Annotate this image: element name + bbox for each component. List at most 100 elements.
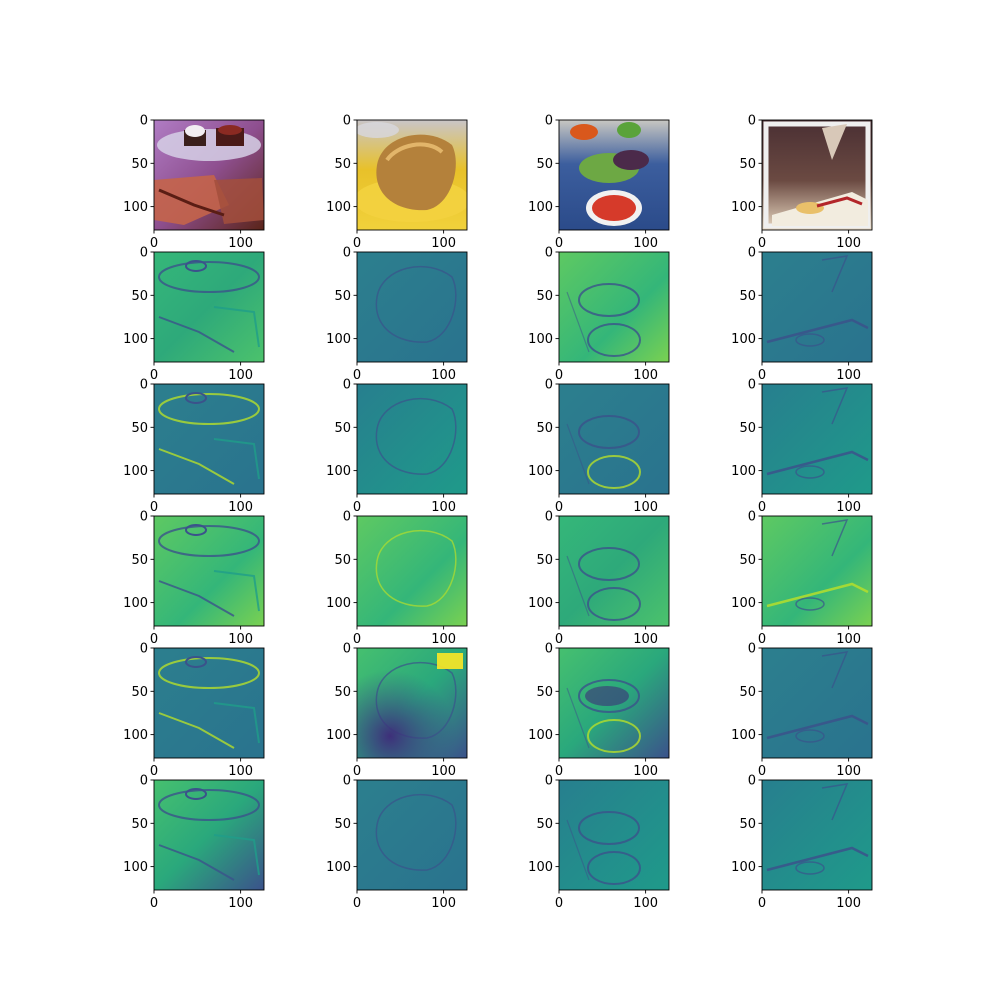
x-tick-label: 0: [758, 764, 766, 779]
x-tick-label: 0: [555, 764, 563, 779]
axes-frame: [558, 383, 670, 495]
photo-1: [154, 120, 264, 230]
feature-map-r5-c2: [357, 780, 467, 890]
axes-frame: [356, 119, 468, 231]
y-tick-label: 50: [536, 685, 553, 700]
subplot-r1-c1: 0 50 100 0 100: [123, 114, 265, 251]
y-tick-label: 0: [343, 510, 351, 525]
y-tick-label: 50: [536, 157, 553, 172]
x-tick-label: 100: [633, 500, 658, 515]
x-tick-label: 0: [353, 896, 361, 911]
subplot-r3-c3: 0 50 100 0 100: [528, 378, 670, 515]
y-tick-label: 50: [131, 289, 148, 304]
axes-frame: [356, 647, 468, 759]
photo-2: [357, 120, 467, 230]
axes-frame: [153, 251, 265, 363]
x-tick-label: 0: [353, 368, 361, 383]
x-tick-label: 0: [555, 368, 563, 383]
x-tick-label: 100: [633, 764, 658, 779]
x-tick-label: 0: [758, 500, 766, 515]
y-tick-label: 50: [739, 553, 756, 568]
x-tick-label: 100: [633, 632, 658, 647]
y-tick-label: 0: [343, 114, 351, 129]
axes-frame: [558, 647, 670, 759]
x-tick-label: 100: [836, 764, 861, 779]
x-tick-label: 0: [150, 368, 158, 383]
feature-map-r2-c4: [762, 384, 872, 494]
feature-map-r4-c2: [357, 648, 467, 758]
feature-map-r3-c4: [762, 516, 872, 626]
x-tick-label: 100: [228, 764, 253, 779]
y-tick-label: 100: [326, 464, 351, 479]
y-tick-label: 50: [536, 289, 553, 304]
x-tick-label: 100: [228, 896, 253, 911]
y-tick-label: 0: [343, 774, 351, 789]
y-tick-label: 0: [343, 642, 351, 657]
axes-frame: [761, 383, 873, 495]
axes-frame: [761, 515, 873, 627]
subplot-r2-c1: 0 50 100 0 100: [123, 246, 265, 383]
y-tick-label: 100: [123, 860, 148, 875]
y-tick-label: 50: [131, 685, 148, 700]
y-tick-label: 0: [140, 114, 148, 129]
y-tick-label: 50: [536, 817, 553, 832]
y-tick-label: 100: [326, 332, 351, 347]
axes-frame: [153, 119, 265, 231]
feature-map-r2-c1: [154, 384, 264, 494]
x-tick-label: 100: [633, 896, 658, 911]
subplot-r2-c4: 0 50 100 0 100: [731, 246, 873, 383]
x-tick-label: 100: [836, 896, 861, 911]
subplot-r5-c4: 0 50 100 0 100: [731, 642, 873, 779]
photo-4: [762, 120, 872, 230]
y-tick-label: 100: [528, 200, 553, 215]
axes-frame: [153, 383, 265, 495]
y-tick-label: 100: [326, 860, 351, 875]
y-tick-label: 0: [343, 378, 351, 393]
x-tick-label: 100: [633, 236, 658, 251]
x-tick-label: 100: [836, 236, 861, 251]
feature-map-r5-c4: [762, 780, 872, 890]
axes-frame: [558, 251, 670, 363]
y-tick-label: 0: [140, 246, 148, 261]
x-tick-label: 100: [431, 236, 456, 251]
y-tick-label: 100: [528, 728, 553, 743]
y-tick-label: 0: [545, 510, 553, 525]
y-tick-label: 100: [731, 464, 756, 479]
y-tick-label: 0: [748, 642, 756, 657]
subplot-r3-c4: 0 50 100 0 100: [731, 378, 873, 515]
x-tick-label: 0: [555, 632, 563, 647]
subplot-r5-c1: 0 50 100 0 100: [123, 642, 265, 779]
subplot-r6-c3: 0 50 100 0 100: [528, 774, 670, 911]
y-tick-label: 0: [140, 642, 148, 657]
y-tick-label: 100: [528, 596, 553, 611]
y-tick-label: 0: [140, 378, 148, 393]
y-tick-label: 50: [739, 289, 756, 304]
x-tick-label: 100: [431, 764, 456, 779]
y-tick-label: 0: [545, 774, 553, 789]
y-tick-label: 0: [748, 774, 756, 789]
x-tick-label: 0: [758, 368, 766, 383]
x-tick-label: 0: [150, 236, 158, 251]
y-tick-label: 50: [334, 421, 351, 436]
axes-frame: [558, 515, 670, 627]
subplot-r2-c3: 0 50 100 0 100: [528, 246, 670, 383]
y-tick-label: 100: [123, 332, 148, 347]
y-tick-label: 0: [343, 246, 351, 261]
x-tick-label: 0: [150, 764, 158, 779]
feature-map-r4-c4: [762, 648, 872, 758]
axes-frame: [153, 515, 265, 627]
photo-3: [559, 120, 669, 230]
feature-map-r3-c1: [154, 516, 264, 626]
feature-map-r4-c1: [154, 648, 264, 758]
y-tick-label: 100: [528, 464, 553, 479]
x-tick-label: 100: [228, 368, 253, 383]
feature-map-r2-c3: [559, 384, 669, 494]
subplot-r3-c1: 0 50 100 0 100: [123, 378, 265, 515]
y-tick-label: 100: [528, 860, 553, 875]
y-tick-label: 100: [123, 596, 148, 611]
y-tick-label: 50: [334, 289, 351, 304]
y-tick-label: 100: [123, 464, 148, 479]
x-tick-label: 100: [431, 500, 456, 515]
axes-frame: [356, 383, 468, 495]
subplot-r5-c2: 0 50 100 0 100: [326, 642, 468, 779]
